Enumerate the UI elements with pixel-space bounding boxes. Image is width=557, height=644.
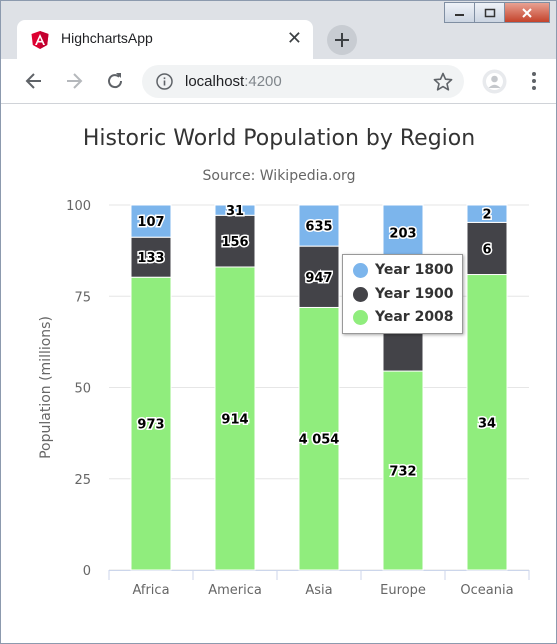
tab-title: HighchartsApp [61,30,153,46]
y-tick-label: 75 [74,290,91,305]
close-window-button[interactable] [504,2,550,23]
forward-icon [67,73,83,89]
data-label: 203 [389,227,416,242]
reload-button[interactable] [103,69,127,93]
forward-button[interactable] [62,69,86,93]
bar-oceania-year-1800 [466,204,508,223]
legend-item-year-2008[interactable]: Year 2008 [353,309,454,325]
tab-close-button[interactable]: ✕ [286,28,302,49]
legend: Year 1800 Year 1900 Year 2008 [342,254,463,334]
bar-asia-year-1900 [298,245,340,308]
y-tick-label: 50 [74,382,91,397]
bar-africa-year-2008 [130,276,172,571]
y-axis-title: Population (millions) [38,316,54,459]
data-label: 31 [226,204,244,219]
menu-icon[interactable] [529,71,539,91]
data-label: 133 [137,251,164,266]
reload-icon [108,73,123,89]
x-tick-label: Asia [305,583,332,598]
legend-swatch-year-1900 [353,286,368,302]
maximize-icon [484,8,495,17]
bar-america-year-1800 [214,204,256,216]
data-label: 2 [482,208,491,223]
x-tick-label: Africa [132,583,169,598]
minimize-button[interactable] [444,2,475,23]
data-label: 6 [482,242,491,257]
legend-label-year-2008: Year 2008 [375,309,454,325]
browser-tab[interactable]: HighchartsApp ✕ [17,20,313,59]
page-content: Historic World Population by Region Sourc… [1,104,556,643]
window-controls [444,2,550,23]
data-label: 635 [305,220,332,235]
bar-asia-year-2008 [298,306,340,571]
bar-oceania-year-2008 [466,274,508,571]
new-tab-icon [335,33,349,47]
x-tick-label: America [208,583,262,598]
x-tick-label: Oceania [460,583,513,598]
legend-label-year-1800: Year 1800 [375,262,454,278]
url-host: localhost [185,73,245,90]
close-icon [522,7,532,18]
y-tick-label: 0 [83,564,91,579]
legend-item-year-1900[interactable]: Year 1900 [353,286,454,302]
data-label: 4 054 [299,433,340,448]
data-label: 34 [478,416,496,431]
stacked-bar-chart: Historic World Population by Region Sourc… [38,126,530,598]
data-label: 973 [137,418,164,433]
y-tick-label: 100 [66,199,91,214]
minimize-icon [454,13,464,16]
bar-oceania-year-1900 [466,221,508,276]
title-bar: HighchartsApp ✕ [1,1,556,59]
legend-item-year-1800[interactable]: Year 1800 [353,262,454,278]
bar-europe-year-1800 [382,204,424,261]
bar-asia-year-1800 [298,204,340,247]
address-bar[interactable]: localhost:4200 [142,65,464,98]
back-icon [25,73,41,89]
bar-africa-year-1800 [130,204,172,238]
y-tick-label: 25 [74,473,91,488]
info-icon [156,73,173,90]
maximize-button[interactable] [474,2,505,23]
data-label: 947 [305,271,332,286]
new-tab-button[interactable] [327,25,357,55]
browser-toolbar: localhost:4200 [1,59,556,104]
bar-europe-year-2008 [382,370,424,571]
legend-swatch-year-1800 [353,262,368,278]
legend-label-year-1900: Year 1900 [375,286,454,302]
url-port: :4200 [244,73,282,90]
data-label: 107 [137,215,164,230]
back-button[interactable] [22,69,46,93]
chart-title: Historic World Population by Region [83,126,475,151]
chart-subtitle: Source: Wikipedia.org [203,168,356,184]
star-icon[interactable] [433,72,453,92]
profile-icon[interactable] [482,69,507,94]
angular-icon [31,31,49,49]
url-text: localhost:4200 [185,73,282,90]
data-label: 156 [221,235,248,250]
data-label: 732 [389,465,416,480]
data-label: 914 [221,412,248,427]
legend-swatch-year-2008 [353,309,368,325]
x-tick-label: Europe [380,583,426,598]
